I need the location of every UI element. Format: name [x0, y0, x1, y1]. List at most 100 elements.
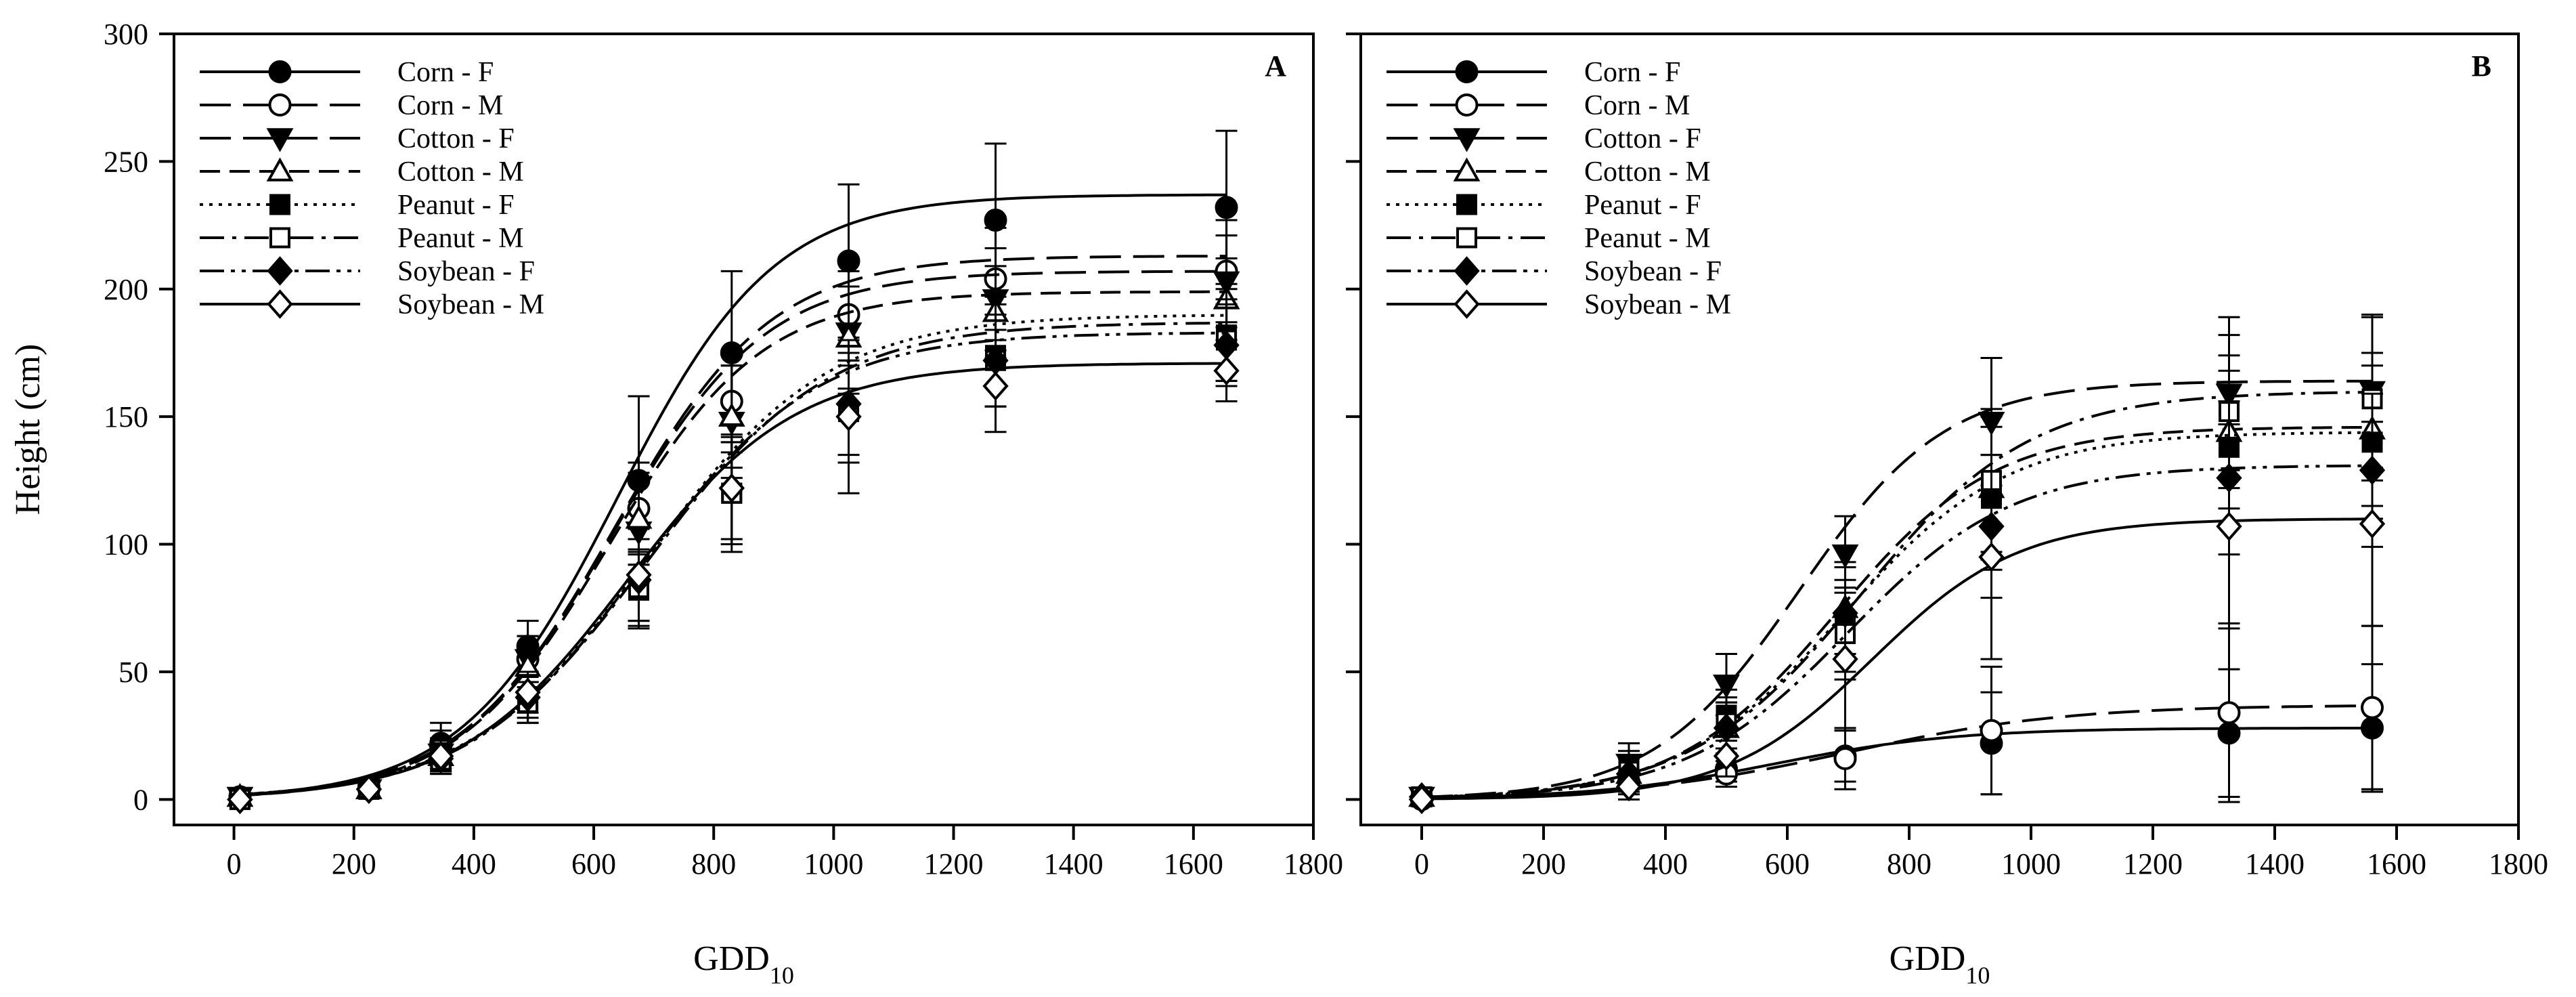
data-point: [2217, 701, 2241, 725]
legend-marker: [1456, 227, 1477, 249]
series-soybean-m: [1408, 421, 2386, 815]
legend-marker: [267, 256, 293, 286]
data-point: [626, 559, 652, 590]
fit-curve: [240, 314, 1227, 796]
data-point: [718, 473, 745, 503]
legend-label: Cotton - M: [1584, 156, 1711, 188]
y-tick-label: 50: [118, 656, 148, 689]
legend-label: Peanut - M: [1584, 223, 1711, 254]
legend-marker: [268, 60, 292, 83]
x-tick-label: 1200: [924, 847, 984, 881]
y-tick-label: 100: [104, 528, 148, 561]
legend-marker: [1453, 128, 1481, 152]
fit-curve: [1421, 391, 2373, 799]
x-tick-label: 200: [332, 847, 376, 881]
fit-curve: [1421, 464, 2373, 799]
legend-marker: [1453, 157, 1481, 182]
legend-marker: [269, 227, 290, 249]
legend-marker: [1455, 60, 1479, 83]
chart-panel-B: 0 200 400 600 800 1000 1200 1400 1600 1800 GDD10 B C…: [1346, 33, 2548, 989]
plot-frame: [173, 33, 1315, 826]
data-point: [1831, 544, 1859, 569]
y-tick-label: 300: [104, 18, 148, 51]
x-axis-label: GDD10: [1890, 939, 1990, 989]
y-tick-label: 150: [104, 400, 148, 433]
fit-curve: [1421, 425, 2372, 799]
legend-label: Cotton - M: [397, 156, 524, 188]
x-tick-label: 600: [1765, 847, 1810, 881]
data-point: [355, 774, 383, 805]
data-point: [835, 402, 862, 431]
legend-marker: [268, 93, 292, 116]
legend-marker: [1454, 256, 1480, 286]
data-point: [1978, 542, 2005, 572]
fit-curve: [1421, 704, 2373, 799]
series-cotton-m: [226, 257, 1240, 807]
x-tick-label: 600: [571, 847, 616, 881]
fit-curve: [1421, 379, 2372, 799]
x-tick-label: 400: [1643, 847, 1688, 881]
legend-marker: [1455, 93, 1479, 116]
x-tick-label: 1400: [1044, 847, 1104, 881]
x-tick-label: 1600: [1164, 847, 1223, 881]
series-corn-f: [228, 129, 1238, 809]
y-tick-label: 0: [133, 783, 148, 816]
data-point: [227, 784, 253, 815]
y-tick-label: 250: [104, 145, 148, 178]
legend-label: Soybean - M: [1584, 289, 1731, 320]
legend-label: Peanut - F: [397, 190, 515, 221]
x-tick-label: 200: [1521, 847, 1566, 881]
data-point: [1832, 644, 1858, 674]
legend-label: Corn - F: [397, 57, 494, 88]
plot-frame: [1359, 33, 2520, 826]
legend-marker: [1454, 289, 1480, 319]
x-tick-label: 1800: [1284, 847, 1343, 881]
x-tick-label: 1800: [2489, 847, 2548, 881]
y-tick-label: 200: [104, 273, 148, 306]
legend-marker: [266, 128, 294, 152]
x-tick-label: 0: [1414, 847, 1429, 881]
x-tick-label: 1200: [2123, 847, 2183, 881]
legend-label: Cotton - F: [1584, 123, 1701, 154]
data-point: [515, 677, 541, 707]
legend-label: Corn - M: [397, 90, 503, 121]
legend-label: Cotton - F: [397, 123, 515, 154]
x-tick-label: 0: [227, 847, 242, 881]
data-point: [2361, 696, 2384, 719]
data-point: [1713, 741, 1740, 771]
data-point: [1713, 675, 1740, 699]
data-point: [1215, 196, 1238, 219]
legend-marker: [267, 289, 293, 319]
legend-label: Peanut - F: [1584, 190, 1701, 221]
series-soybean-m: [227, 339, 1240, 815]
data-point: [982, 371, 1009, 401]
data-point: [1980, 719, 2003, 742]
x-tick-label: 800: [691, 847, 736, 881]
panel-letter: A: [1265, 49, 1286, 83]
data-point: [428, 741, 454, 771]
x-axis-label: GDD10: [693, 939, 794, 989]
legend-label: Soybean - M: [397, 289, 544, 320]
data-point: [1615, 771, 1642, 802]
fit-curve: [1421, 517, 2373, 801]
fit-curve: [1421, 431, 2373, 799]
fit-curve: [240, 255, 1227, 797]
legend-label: Soybean - F: [397, 256, 535, 287]
data-point: [625, 505, 653, 529]
x-tick-label: 1600: [2367, 847, 2426, 881]
panel-letter: B: [2472, 49, 2491, 83]
series-corn-m: [1410, 622, 2384, 811]
fit-curve: [240, 193, 1227, 797]
legend-marker: [1456, 194, 1477, 215]
legend-label: Soybean - F: [1584, 256, 1722, 287]
data-point: [1213, 356, 1240, 386]
fit-curve: [240, 290, 1227, 797]
legend-marker: [269, 194, 290, 215]
x-tick-label: 1000: [2001, 847, 2061, 881]
x-tick-label: 800: [1887, 847, 1931, 881]
chart-panel-A: 0 200 400 600 800 1000 1200 1400 1600 1800 0 50 100 1…: [9, 18, 1343, 989]
fit-curve: [240, 270, 1227, 797]
